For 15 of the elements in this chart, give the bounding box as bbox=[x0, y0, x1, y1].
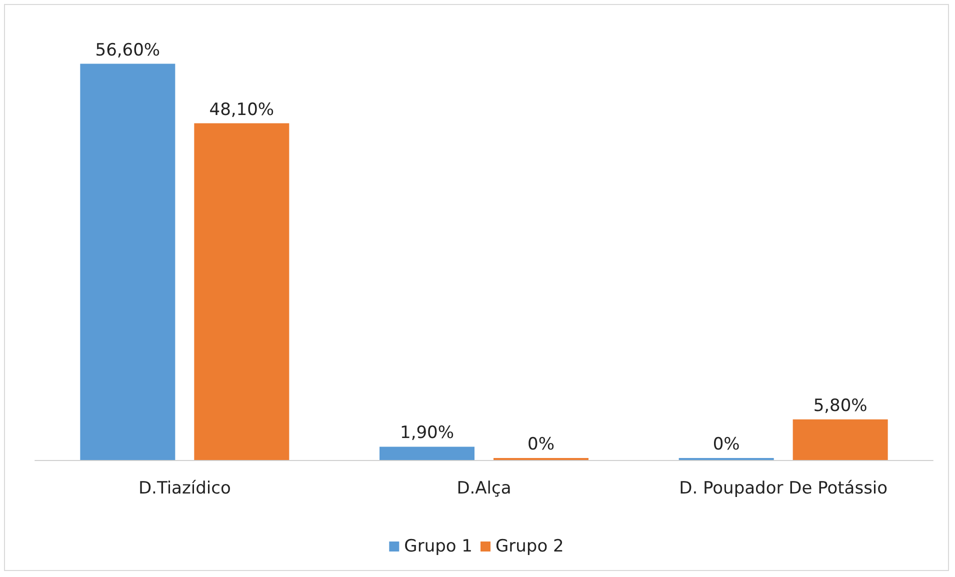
bar bbox=[80, 64, 176, 460]
x-tick-label: D.Alça bbox=[456, 478, 512, 498]
bar bbox=[380, 446, 474, 460]
data-label: 0% bbox=[528, 434, 554, 454]
bar bbox=[194, 123, 290, 460]
legend-label: Grupo 1 bbox=[404, 536, 473, 556]
data-label: 48,10% bbox=[209, 100, 274, 120]
data-label: 5,80% bbox=[813, 396, 868, 416]
data-label: 0% bbox=[712, 434, 740, 454]
legend-label: Grupo 2 bbox=[496, 536, 564, 556]
bar bbox=[792, 419, 888, 460]
data-label: 1,90% bbox=[400, 423, 454, 444]
x-tick-label: D. Poupador De Potássio bbox=[679, 478, 888, 498]
x-tick-label: D.Tiazídico bbox=[138, 478, 231, 498]
data-label: 56,60% bbox=[95, 40, 160, 60]
